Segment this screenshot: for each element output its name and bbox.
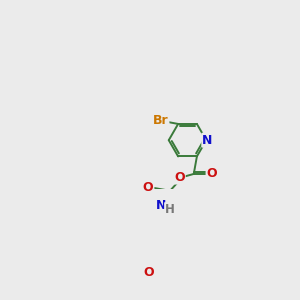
- Text: O: O: [143, 181, 153, 194]
- Text: Br: Br: [153, 114, 168, 127]
- Text: O: O: [143, 266, 154, 279]
- Text: O: O: [174, 171, 185, 184]
- Text: O: O: [207, 167, 217, 180]
- Text: H: H: [165, 203, 175, 216]
- Text: N: N: [202, 134, 213, 147]
- Text: N: N: [156, 199, 166, 212]
